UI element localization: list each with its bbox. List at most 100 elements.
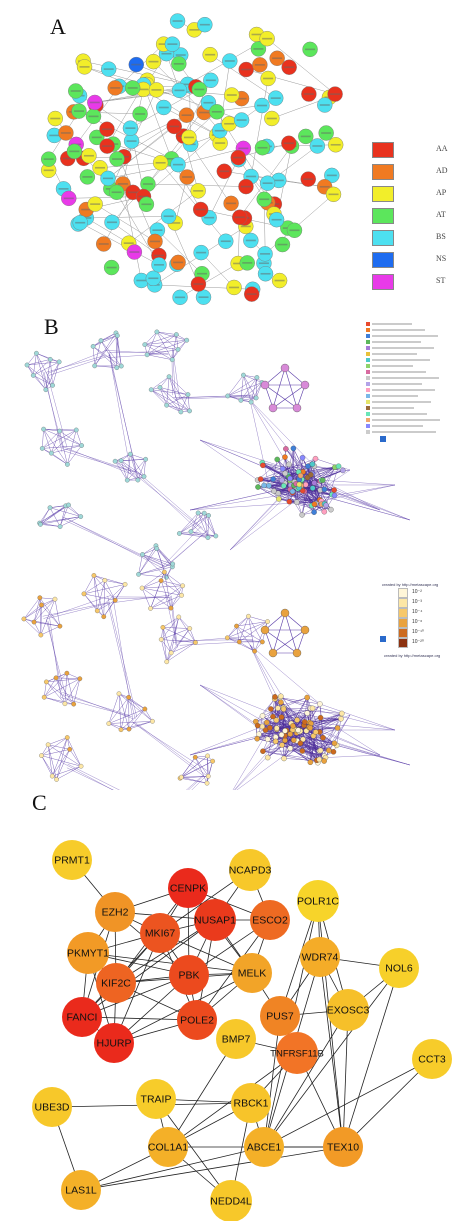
gene-node-circle	[260, 996, 300, 1036]
gene-node-circle	[140, 913, 180, 953]
gene-node-circle	[61, 1170, 101, 1210]
category-legend	[366, 322, 440, 642]
gene-node: PUS7	[260, 996, 300, 1036]
gene-node-label: RBCK1	[233, 1098, 268, 1110]
gene-node: PRMT1	[52, 840, 92, 880]
gene-node: CCT3	[412, 1039, 452, 1079]
gene-node-circle	[379, 948, 419, 988]
edge	[263, 1009, 349, 1148]
legend-label: NS	[436, 254, 447, 263]
gene-node-label: TEX10	[327, 1142, 359, 1154]
legend-item-bs: BS	[372, 230, 462, 248]
pvalue-label: 10⁻¹⁰	[412, 629, 424, 635]
gene-node-label: PKMYT1	[67, 948, 109, 960]
gene-node: FANCI	[62, 997, 102, 1037]
legend-label: AT	[436, 210, 446, 219]
pvalue-label: 10⁻²	[412, 589, 422, 595]
legend-swatch	[372, 186, 394, 202]
edge	[263, 1058, 433, 1148]
gene-node: NOL6	[379, 948, 419, 988]
hub-network-nodes: PRMT1 NCAPD3 CENPK EZH2 NUSAP1 ESCO2 POLR1C MKI…	[32, 840, 452, 1221]
edge	[80, 1146, 344, 1191]
pvalue-colorbar: 10⁻² 10⁻³ 10⁻⁴ 10⁻⁶ 10⁻¹⁰ 10⁻²⁰	[398, 588, 458, 650]
gene-node-circle	[62, 997, 102, 1037]
gene-node: RBCK1	[231, 1083, 271, 1123]
legend-label: AA	[436, 144, 448, 153]
gene-node-label: PRMT1	[54, 855, 90, 867]
gene-node-circle	[327, 989, 369, 1031]
edge	[80, 1146, 265, 1191]
gene-node-label: BMP7	[222, 1034, 251, 1046]
gene-node-label: EXOSC3	[327, 1005, 370, 1017]
gene-node-label: MELK	[238, 968, 267, 980]
gene-node-circle	[177, 1000, 217, 1040]
gene-node: NCAPD3	[229, 849, 271, 891]
pvalue-swatch	[398, 618, 408, 628]
gene-network-a	[40, 13, 344, 306]
gene-node: POLR1C	[297, 880, 339, 922]
gene-node-label: CENPK	[170, 883, 206, 895]
gene-node-label: PBK	[178, 970, 199, 982]
legend-item-ad: AD	[372, 164, 462, 182]
gene-node-circle	[168, 868, 208, 908]
gene-node: POLE2	[177, 1000, 217, 1040]
gene-node-circle	[169, 955, 209, 995]
legend-label: BS	[436, 232, 446, 241]
gene-node: HJURP	[94, 1023, 134, 1063]
metascape-network	[26, 331, 411, 578]
legend-item-st: ST	[372, 274, 462, 292]
gene-node: ESCO2	[250, 900, 290, 940]
panel-letter-b: B	[44, 314, 59, 339]
legend-item-ap: AP	[372, 186, 462, 204]
gene-node-label: TNFRSF11B	[270, 1049, 324, 1060]
gene-node-label: FANCI	[67, 1012, 98, 1024]
gene-node: TEX10	[323, 1127, 363, 1167]
edge	[319, 956, 344, 1148]
metascape-nodes	[24, 329, 346, 580]
gene-node-label: ESCO2	[252, 915, 288, 927]
gene-node-label: WDR74	[302, 952, 339, 964]
pvalue-swatch	[398, 628, 408, 638]
edge	[155, 1098, 232, 1202]
gene-node-circle	[250, 900, 290, 940]
gene-node-label: CCT3	[418, 1054, 446, 1066]
edge	[81, 919, 216, 1018]
panel-a: A AA AD AP AT BS NS ST	[0, 0, 474, 310]
gene-node-circle	[95, 892, 135, 932]
panel-c: C PRMT1 NCAPD3 CENPK EZH2 NUSAP1 ESCO2 POLR1C M…	[0, 790, 474, 1221]
gene-node-label: NEDD4L	[210, 1196, 252, 1208]
gene-node-label: UBE3D	[34, 1102, 69, 1114]
edge	[263, 967, 400, 1148]
gene-node-label: MKI67	[145, 928, 176, 940]
edge	[342, 967, 400, 1148]
gene-node-circle	[300, 937, 340, 977]
gene-node: TNFRSF11B	[270, 1032, 324, 1074]
gene-node-circle	[194, 899, 236, 941]
legend-item-aa: AA	[372, 142, 462, 160]
pvalue-label: 10⁻⁶	[412, 619, 423, 625]
metascape-credit-bottom: created by http://metascape.org	[384, 653, 441, 658]
gene-node: WDR74	[300, 937, 340, 977]
gene-node-circle	[216, 1019, 256, 1059]
gene-node-label: LAS1L	[65, 1185, 97, 1197]
edge	[263, 1015, 281, 1148]
panel-letter-c: C	[32, 790, 47, 815]
hub-gene-network-c: PRMT1 NCAPD3 CENPK EZH2 NUSAP1 ESCO2 POLR1C MKI…	[32, 840, 452, 1221]
gene-node-circle	[244, 1127, 284, 1167]
legend-item-at: AT	[372, 208, 462, 226]
gene-node-circle	[276, 1032, 318, 1074]
gene-node-circle	[32, 1087, 72, 1127]
edge	[342, 1058, 433, 1148]
legend-swatch	[372, 208, 394, 224]
enrichment-networks-b	[21, 322, 440, 790]
panel-b: B created by http://metascape.org create…	[0, 310, 474, 790]
pvalue-label: 10⁻²⁰	[412, 639, 424, 645]
legend-label: ST	[436, 276, 446, 285]
legend-label: AP	[436, 188, 447, 197]
gene-node: UBE3D	[32, 1087, 72, 1127]
edge	[342, 1009, 349, 1148]
legend-swatch	[372, 164, 394, 180]
gene-node-label: NUSAP1	[194, 915, 236, 927]
gene-node-circle	[231, 1083, 271, 1123]
gene-node-label: HJURP	[96, 1038, 131, 1050]
